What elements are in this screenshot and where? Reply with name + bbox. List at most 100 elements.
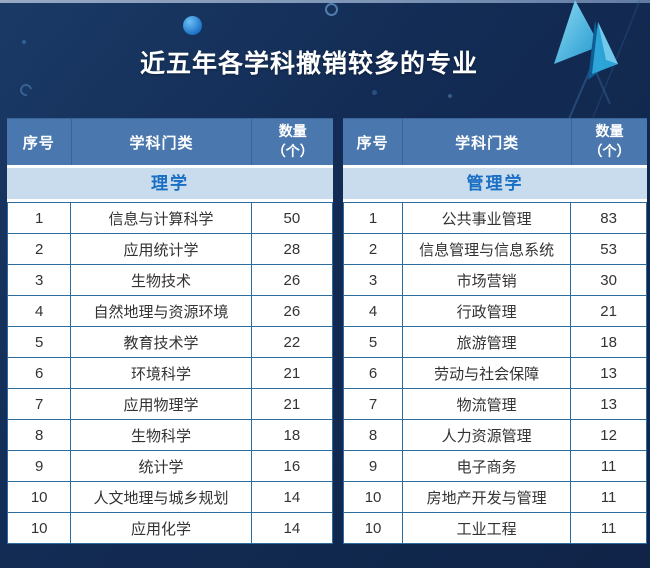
- column-header-discipline: 学科门类: [70, 119, 252, 165]
- dot-decoration-icon: [372, 90, 377, 95]
- major-cell: 房地产开发与管理: [402, 481, 572, 513]
- count-cell: 16: [250, 450, 334, 482]
- column-header-index: 序号: [356, 134, 389, 152]
- rank-cell: 7: [342, 388, 404, 420]
- major-cell: 劳动与社会保障: [402, 357, 572, 389]
- major-cell: 人力资源管理: [402, 419, 572, 451]
- column-header-count-line2: （个）: [271, 143, 314, 159]
- rank-cell: 6: [6, 357, 72, 389]
- count-cell: 26: [250, 295, 334, 327]
- major-cell: 人文地理与城乡规划: [70, 481, 252, 513]
- rank-cell: 4: [6, 295, 72, 327]
- rank-cell: 10: [6, 481, 72, 513]
- table-row: 3 生物技术 26: [6, 264, 334, 296]
- table-row: 1 公共事业管理 83: [342, 202, 647, 234]
- rank-cell: 4: [342, 295, 404, 327]
- count-cell: 18: [570, 326, 647, 358]
- table-row: 7 应用物理学 21: [6, 388, 334, 420]
- rank-cell: 9: [342, 450, 404, 482]
- table-panel-science: 序号 学科门类 数量 （个） 理学 1 信息与计算科学 50 2 应用统计学 28 3 生物技…: [6, 118, 334, 544]
- major-cell: 行政管理: [402, 295, 572, 327]
- count-cell: 21: [250, 357, 334, 389]
- count-cell: 50: [250, 202, 334, 234]
- count-cell: 12: [570, 419, 647, 451]
- count-cell: 26: [250, 264, 334, 296]
- count-cell: 22: [250, 326, 334, 358]
- table-row: 10 人文地理与城乡规划 14: [6, 481, 334, 513]
- major-cell: 环境科学: [70, 357, 252, 389]
- count-cell: 21: [250, 388, 334, 420]
- rank-cell: 10: [342, 512, 404, 544]
- major-cell: 生物科学: [70, 419, 252, 451]
- table-row: 10 工业工程 11: [342, 512, 647, 544]
- count-cell: 14: [250, 481, 334, 513]
- table-header-row: 序号 学科门类 数量 （个）: [7, 118, 333, 165]
- count-cell: 11: [570, 512, 647, 544]
- table-row: 9 统计学 16: [6, 450, 334, 482]
- table-row: 6 环境科学 21: [6, 357, 334, 389]
- count-cell: 13: [570, 388, 647, 420]
- major-cell: 生物技术: [70, 264, 252, 296]
- rank-cell: 8: [342, 419, 404, 451]
- category-banner-management: 管理学: [343, 168, 647, 199]
- table-header-row: 序号 学科门类 数量 （个）: [343, 118, 647, 165]
- table-row: 4 行政管理 21: [342, 295, 647, 327]
- count-cell: 18: [250, 419, 334, 451]
- rank-cell: 7: [6, 388, 72, 420]
- count-cell: 28: [250, 233, 334, 265]
- column-header-discipline: 学科门类: [402, 119, 571, 165]
- column-header-index: 序号: [22, 134, 55, 152]
- table-row: 2 信息管理与信息系统 53: [342, 233, 647, 265]
- arrow-decoration-icon: [554, 0, 641, 127]
- data-table-science: 1 信息与计算科学 50 2 应用统计学 28 3 生物技术 26 4 自然地理与资源环境 26 5 教育…: [6, 202, 334, 544]
- column-header-count: 数量 （个）: [251, 119, 333, 165]
- rank-cell: 3: [6, 264, 72, 296]
- table-row: 4 自然地理与资源环境 26: [6, 295, 334, 327]
- major-cell: 应用化学: [70, 512, 252, 544]
- rank-cell: 3: [342, 264, 404, 296]
- category-banner-science: 理学: [7, 168, 333, 199]
- rank-cell: 9: [6, 450, 72, 482]
- count-cell: 11: [570, 450, 647, 482]
- dot-decoration-icon: [22, 40, 26, 44]
- count-cell: 13: [570, 357, 647, 389]
- rank-cell: 1: [6, 202, 72, 234]
- rank-cell: 10: [6, 512, 72, 544]
- table-row: 5 旅游管理 18: [342, 326, 647, 358]
- count-cell: 53: [570, 233, 647, 265]
- table-row: 7 物流管理 13: [342, 388, 647, 420]
- major-cell: 物流管理: [402, 388, 572, 420]
- table-row: 3 市场营销 30: [342, 264, 647, 296]
- major-cell: 电子商务: [402, 450, 572, 482]
- column-header-count: 数量 （个）: [570, 119, 647, 165]
- column-header-count-line1: 数量: [595, 123, 624, 140]
- major-cell: 信息管理与信息系统: [402, 233, 572, 265]
- table-row: 2 应用统计学 28: [6, 233, 334, 265]
- major-cell: 旅游管理: [402, 326, 572, 358]
- table-row: 9 电子商务 11: [342, 450, 647, 482]
- rank-cell: 2: [342, 233, 404, 265]
- major-cell: 公共事业管理: [402, 202, 572, 234]
- table-row: 8 人力资源管理 12: [342, 419, 647, 451]
- ring-decoration-icon: [325, 3, 338, 16]
- count-cell: 30: [570, 264, 647, 296]
- table-row: 6 劳动与社会保障 13: [342, 357, 647, 389]
- top-divider-line: [0, 0, 650, 3]
- circle-decoration-icon: [183, 16, 202, 35]
- table-row: 5 教育技术学 22: [6, 326, 334, 358]
- rank-cell: 10: [342, 481, 404, 513]
- page-title: 近五年各学科撤销较多的专业: [139, 50, 478, 78]
- major-cell: 市场营销: [402, 264, 572, 296]
- column-header-count-line2: （个）: [588, 143, 631, 159]
- tables-container: 序号 学科门类 数量 （个） 理学 1 信息与计算科学 50 2 应用统计学 28 3 生物技…: [6, 118, 647, 544]
- table-row: 10 应用化学 14: [6, 512, 334, 544]
- table-row: 10 房地产开发与管理 11: [342, 481, 647, 513]
- count-cell: 83: [570, 202, 647, 234]
- major-cell: 自然地理与资源环境: [70, 295, 252, 327]
- major-cell: 应用统计学: [70, 233, 252, 265]
- table-row: 8 生物科学 18: [6, 419, 334, 451]
- rank-cell: 1: [342, 202, 404, 234]
- rank-cell: 8: [6, 419, 72, 451]
- major-cell: 应用物理学: [70, 388, 252, 420]
